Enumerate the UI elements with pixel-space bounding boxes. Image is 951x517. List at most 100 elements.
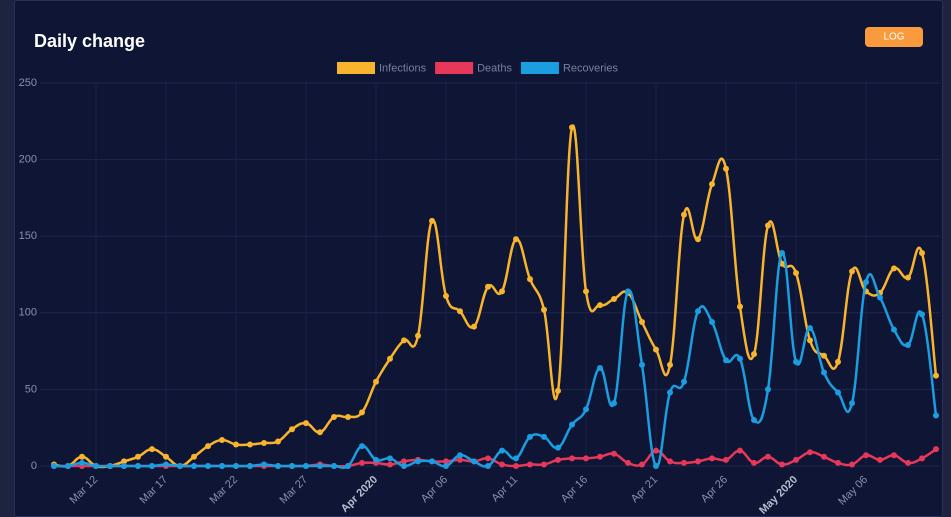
data-point [303, 420, 309, 427]
data-point [667, 458, 673, 465]
x-tick-label: May 2020 [757, 474, 800, 517]
data-point [639, 361, 645, 368]
data-point [555, 456, 561, 463]
x-tick-label: May 06 [836, 474, 870, 508]
data-point [891, 265, 897, 272]
data-point [807, 325, 813, 332]
data-point [79, 459, 85, 466]
data-point [849, 268, 855, 275]
x-tick-label: Mar 17 [137, 474, 170, 507]
data-point [821, 369, 827, 376]
data-point [625, 459, 631, 466]
chart-title: Daily change [34, 31, 145, 51]
data-point [597, 364, 603, 371]
data-point [653, 346, 659, 353]
data-point [723, 456, 729, 463]
data-point [891, 452, 897, 459]
data-point [877, 456, 883, 463]
data-point [401, 337, 407, 344]
data-point [527, 461, 533, 468]
data-point [751, 351, 757, 358]
data-point [821, 352, 827, 359]
x-tick-label: Mar 22 [207, 474, 240, 507]
data-point [583, 406, 589, 413]
y-tick-label: 150 [19, 230, 37, 242]
data-point [541, 461, 547, 468]
data-point [667, 389, 673, 396]
data-point [835, 358, 841, 365]
log-button-label[interactable]: LOG [883, 32, 904, 43]
data-point [65, 463, 71, 469]
series-line [53, 251, 938, 469]
data-point [135, 463, 141, 469]
x-tick-label: Apr 21 [629, 474, 660, 505]
legend-label: Infections [379, 62, 427, 74]
data-point [527, 433, 533, 440]
data-point [275, 438, 281, 445]
data-point [681, 459, 687, 466]
data-point [499, 447, 505, 454]
log-button[interactable] [865, 27, 923, 47]
data-point [807, 449, 813, 456]
data-point [793, 358, 799, 365]
data-point [233, 441, 239, 448]
data-point [191, 463, 197, 469]
data-point [219, 463, 225, 469]
data-point [79, 453, 85, 460]
data-point [513, 455, 519, 462]
data-point [919, 311, 925, 318]
data-point [499, 461, 505, 468]
chart-panel [14, 0, 943, 517]
data-point [905, 274, 911, 281]
data-point [261, 440, 267, 447]
data-point [877, 294, 883, 301]
data-point [345, 463, 351, 469]
data-point [569, 124, 575, 131]
data-point [387, 455, 393, 462]
data-point [499, 288, 505, 295]
data-point [443, 463, 449, 469]
data-point [457, 452, 463, 459]
y-tick-label: 250 [19, 77, 37, 89]
data-point [135, 453, 141, 460]
data-point [583, 288, 589, 295]
data-point [681, 211, 687, 218]
data-point [93, 463, 99, 469]
data-point [149, 463, 155, 469]
data-point [807, 337, 813, 344]
y-tick-label: 200 [19, 154, 37, 166]
data-point [121, 458, 127, 465]
data-point [247, 463, 253, 469]
data-point [429, 217, 435, 224]
data-point [709, 455, 715, 462]
data-point [905, 341, 911, 348]
data-point [793, 269, 799, 276]
data-point [751, 417, 757, 424]
data-point [443, 292, 449, 299]
y-tick-label: 50 [25, 383, 37, 395]
data-point [331, 463, 337, 469]
data-point [513, 463, 519, 469]
data-point [737, 355, 743, 362]
data-point [625, 288, 631, 295]
data-point [863, 452, 869, 459]
data-point [289, 426, 295, 433]
data-point [765, 453, 771, 460]
data-point [905, 459, 911, 466]
data-point [723, 357, 729, 364]
data-point [401, 458, 407, 465]
data-point [555, 444, 561, 451]
data-point [611, 450, 617, 457]
data-point [485, 283, 491, 290]
x-tick-label: Apr 11 [489, 474, 520, 505]
data-point [457, 308, 463, 315]
data-point [163, 461, 169, 468]
data-point [849, 461, 855, 468]
data-point [667, 361, 673, 368]
data-point [345, 413, 351, 420]
data-point [219, 436, 225, 443]
data-point [261, 461, 267, 468]
data-point [415, 458, 421, 465]
data-point [611, 400, 617, 407]
x-tick-label: Apr 2020 [339, 474, 380, 515]
